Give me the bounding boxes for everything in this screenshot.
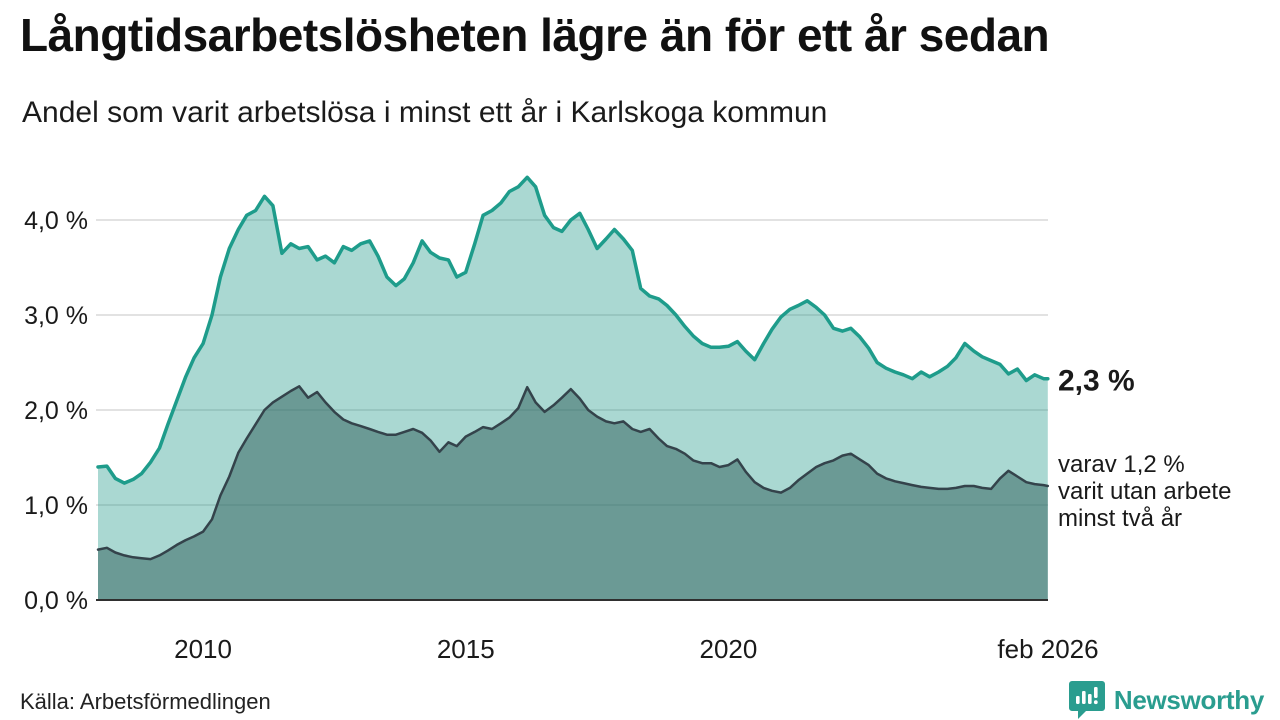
newsworthy-logo: Newsworthy (1068, 681, 1264, 719)
x-tick-label: 2015 (437, 634, 495, 664)
line-min-two-years (96, 385, 1050, 561)
y-tick-label: 0,0 % (24, 587, 88, 615)
area-min-two-years (98, 386, 1048, 600)
newsworthy-wordmark: Newsworthy (1113, 684, 1264, 715)
newsworthy-bubble-chart-icon (1068, 681, 1105, 719)
line-min-one-year (96, 175, 1050, 485)
x-tick-label: feb 2026 (997, 634, 1098, 664)
chart-subtitle: Andel som varit arbetslösa i minst ett å… (22, 96, 828, 129)
x-tick-label: 2010 (174, 634, 232, 664)
source-caption: Källa: Arbetsförmedlingen (20, 689, 271, 714)
y-tick-label: 3,0 % (24, 302, 88, 330)
y-tick-label: 2,0 % (24, 397, 88, 425)
page-title: Långtidsarbetslösheten lägre än för ett … (20, 9, 1050, 61)
secondary-annotation-line: varav 1,2 % (1058, 451, 1185, 478)
secondary-annotation-line: minst två år (1058, 505, 1182, 532)
y-tick-label: 1,0 % (24, 492, 88, 520)
x-tick-label: 2020 (700, 634, 758, 664)
secondary-annotation-line: varit utan arbete (1058, 478, 1231, 505)
chart-canvas: 0,0 % 1,0 % 2,0 % 3,0 % 4,0 % 2010 2015 2020 feb… (24, 175, 1231, 664)
end-value-label: 2,3 % (1058, 365, 1135, 398)
unemployment-area-chart: 0,0 % 1,0 % 2,0 % 3,0 % 4,0 % 2010 2015 2020 feb… (0, 160, 1280, 670)
y-tick-label: 4,0 % (24, 207, 88, 235)
